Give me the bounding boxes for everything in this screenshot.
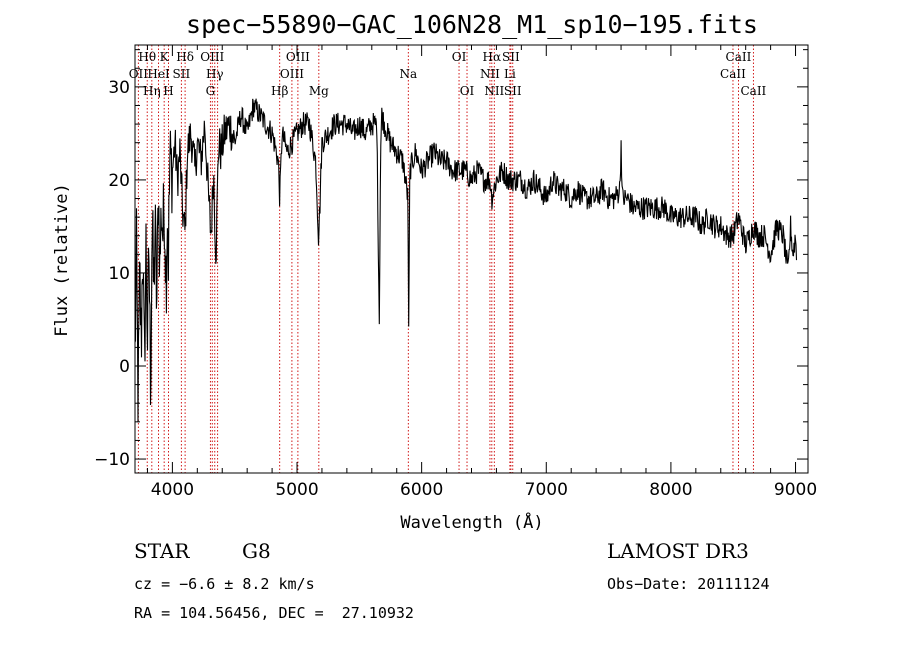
line-label-H: H: [163, 84, 173, 98]
line-label-K: K: [160, 50, 170, 64]
line-label-Hα: Hα: [483, 50, 502, 64]
line-label-SII1: SII: [502, 50, 520, 64]
x-tick-label: 5000: [275, 480, 318, 500]
object-subclass: G8: [242, 539, 271, 563]
line-label-SII: SII: [173, 67, 191, 81]
y-tick-label: 0: [119, 357, 130, 377]
line-label-Hγ: Hγ: [206, 67, 224, 81]
line-label-Na: Na: [399, 67, 417, 81]
observation-date: Obs−Date: 20111124: [607, 575, 770, 593]
line-label-Mg: Mg: [309, 84, 329, 98]
line-label-Hθ: Hθ: [138, 50, 156, 64]
line-label-OIIIa: OIII: [200, 50, 224, 64]
line-label-HeI: HeI: [147, 67, 170, 81]
line-label-SII2: SII: [504, 84, 522, 98]
line-label-Hδ: Hδ: [176, 50, 194, 64]
x-tick-label: 6000: [400, 480, 443, 500]
line-label-NII1: NII: [480, 67, 500, 81]
plot-axes: [134, 44, 809, 474]
line-label-Ca: OII: [129, 67, 149, 81]
y-tick-label: 20: [108, 171, 130, 191]
line-label-G: G: [206, 84, 216, 98]
line-label-OI2: OI: [460, 84, 475, 98]
x-tick-label: 9000: [774, 480, 817, 500]
y-tick-label: 10: [108, 264, 130, 284]
line-label-Hη: Hη: [143, 84, 161, 98]
line-label-OI1: OI: [452, 50, 467, 64]
x-axis-label: Wavelength (Å): [400, 511, 543, 533]
x-tick-label: 7000: [525, 480, 568, 500]
line-label-OIII1: OIII: [280, 67, 304, 81]
x-tick-label: 8000: [649, 480, 692, 500]
spectrum-line: [134, 98, 798, 423]
object-class: STAR: [134, 539, 190, 563]
line-label-CaII2: CaII: [726, 50, 752, 64]
y-tick-label: −10: [94, 450, 130, 470]
line-label-CaII3: CaII: [740, 84, 766, 98]
line-label-NII2: NII: [484, 84, 504, 98]
x-tick-label: 4000: [151, 480, 194, 500]
spectral-line-labels: OIIHθHηHeIKHSIIHδGOIIIHγHβOIIIOIIIMgNaOI…: [129, 50, 767, 98]
coordinates: RA = 104.56456, DEC = 27.10932: [134, 604, 414, 622]
spectral-line-markers: [137, 45, 754, 473]
line-label-Li: Li: [504, 67, 516, 81]
axis-ticks: 4000 5000 6000 7000 8000 9000 −10 0 10 20 30: [94, 45, 817, 500]
line-label-CaII1: CaII: [720, 67, 746, 81]
chart-title: spec−55890−GAC_106N28_M1_sp10−195.fits: [186, 10, 758, 39]
line-label-Hβ: Hβ: [271, 84, 288, 98]
y-tick-label: 30: [108, 78, 130, 98]
line-label-OIII2: OIII: [286, 50, 310, 64]
redshift-velocity: cz = −6.6 ± 8.2 km/s: [134, 575, 315, 593]
survey-name: LAMOST DR3: [607, 539, 749, 563]
y-axis-label: Flux (relative): [52, 183, 72, 337]
plot-frame: [134, 44, 809, 474]
